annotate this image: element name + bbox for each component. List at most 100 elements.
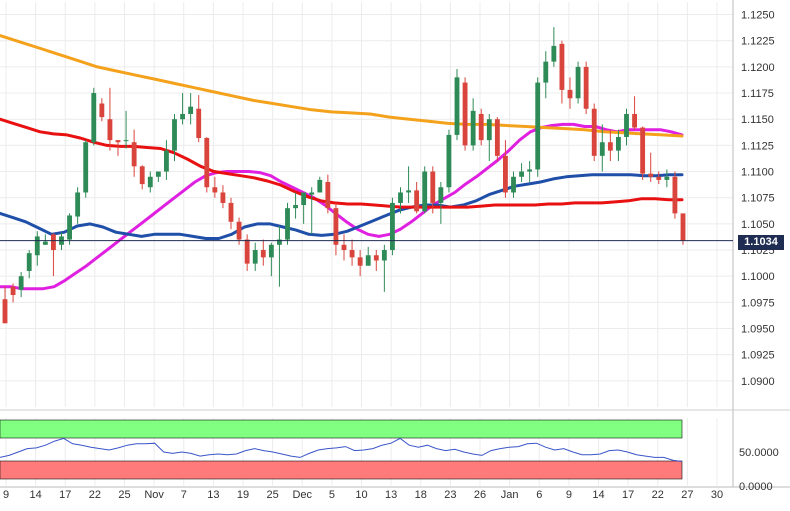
y-tick-label: 1.1200 <box>741 62 775 74</box>
candle-body <box>607 142 613 151</box>
candle-body <box>349 250 355 258</box>
candle-body <box>591 108 597 156</box>
x-tick-label: 19 <box>237 489 249 501</box>
y-tick-label: 1.1225 <box>741 36 775 48</box>
candle-body <box>494 119 500 156</box>
candle-body <box>75 192 81 217</box>
x-tick-label: 30 <box>711 489 723 501</box>
candle-body <box>51 234 56 251</box>
candle-body <box>640 127 646 174</box>
grid <box>0 2 733 486</box>
candle-body <box>567 89 573 99</box>
indicator-tick-label: 50.0000 <box>739 447 779 459</box>
candle-body <box>285 208 290 240</box>
candle-body <box>365 255 371 266</box>
x-tick-label: 14 <box>30 489 42 501</box>
candle-body <box>131 142 137 167</box>
x-tick-label: 25 <box>267 489 279 501</box>
candle-body <box>18 276 24 290</box>
candle-body <box>664 176 670 180</box>
candle-body <box>616 137 621 151</box>
candle-body <box>317 179 323 193</box>
y-tick-label: 1.1250 <box>741 10 775 22</box>
candle-body <box>212 187 218 193</box>
x-tick-label: 27 <box>681 489 693 501</box>
candles <box>2 27 686 324</box>
x-tick-label: 10 <box>355 489 367 501</box>
indicator-line-group <box>0 437 683 462</box>
candle-body <box>672 176 678 214</box>
x-tick-label: 13 <box>207 489 219 501</box>
candle-body <box>414 190 420 212</box>
candle-body <box>519 171 524 177</box>
candle-body <box>67 215 72 240</box>
candle-body <box>293 205 298 209</box>
candle-body <box>164 150 169 172</box>
y-tick-label: 1.1100 <box>741 167 774 179</box>
x-tick-label: 6 <box>536 489 542 501</box>
x-tick-label: 9 <box>566 489 572 501</box>
candle-body <box>99 103 105 118</box>
candle-body <box>575 66 581 99</box>
candle-body <box>438 187 444 203</box>
candle-body <box>26 253 32 271</box>
candle-body <box>196 108 202 139</box>
x-tick-label: 5 <box>329 489 335 501</box>
candle-body <box>559 43 565 90</box>
candle-body <box>632 113 637 128</box>
x-tick-label: 9 <box>3 489 9 501</box>
candle-body <box>543 61 549 83</box>
candle-body <box>624 113 629 137</box>
candle-body <box>486 119 492 141</box>
candle-body <box>220 192 226 203</box>
y-tick-label: 1.0900 <box>741 376 775 388</box>
candle-body <box>527 169 533 172</box>
candle-body <box>268 244 274 258</box>
candle-body <box>123 140 129 142</box>
candle-body <box>341 244 347 251</box>
y-tick-label: 1.0925 <box>741 350 775 362</box>
candle-body <box>656 176 662 180</box>
y-tick-label: 1.1075 <box>741 193 775 205</box>
candle-body <box>10 286 16 296</box>
x-tick-label: Dec <box>292 489 312 501</box>
moving-average-line <box>0 117 684 209</box>
candle-body <box>381 250 387 261</box>
candle-body <box>260 250 266 258</box>
candle-body <box>470 110 476 146</box>
moving-average-line <box>0 173 684 240</box>
y-tick-label: 1.1000 <box>741 271 775 283</box>
candle-body <box>204 138 210 188</box>
candle-body <box>34 236 40 256</box>
current-price-badge: 1.1034 <box>738 235 784 250</box>
candle-body <box>188 106 194 114</box>
candle-body <box>446 134 452 188</box>
candle-body <box>115 140 121 143</box>
candle-body <box>277 239 282 245</box>
candle-body <box>390 202 395 251</box>
candle-body <box>244 239 250 264</box>
candle-body <box>422 171 428 212</box>
candle-body <box>398 192 403 203</box>
candle-body <box>2 299 8 324</box>
x-tick-label: 22 <box>652 489 664 501</box>
candle-body <box>551 45 557 62</box>
y-tick-label: 1.1050 <box>741 219 775 231</box>
oversold-band <box>0 460 683 480</box>
candle-body <box>535 82 541 170</box>
x-tick-label: 7 <box>181 489 187 501</box>
moving-average-line <box>0 34 684 138</box>
x-tick-label: Nov <box>144 489 164 501</box>
x-tick-label: 18 <box>415 489 427 501</box>
y-tick-label: 1.0975 <box>741 297 775 309</box>
y-tick-label: 1.1150 <box>741 114 774 126</box>
x-tick-label: 17 <box>59 489 71 501</box>
candle-body <box>599 142 605 156</box>
x-tick-label: 22 <box>89 489 101 501</box>
candle-body <box>139 166 145 185</box>
x-tick-label: Jan <box>501 489 519 501</box>
candle-body <box>42 241 48 245</box>
